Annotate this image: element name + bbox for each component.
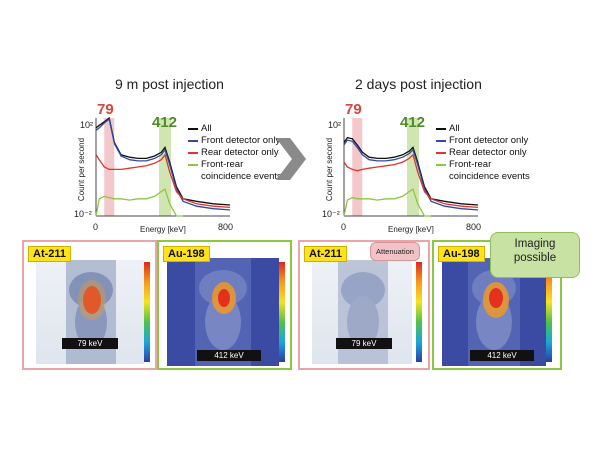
scan-image (312, 260, 412, 364)
image-panel-3: At-211 79 keV (298, 240, 430, 370)
legend-coinc-2: coincidence events (201, 171, 282, 182)
chart-2-legend: All Front detector only Rear detector on… (436, 123, 530, 183)
chart-2-peak-79-label: 79 (345, 101, 362, 118)
legend-all: All (201, 123, 212, 134)
imaging-line-1: Imaging (514, 238, 556, 250)
series-line-2 (95, 153, 231, 209)
colorbar (416, 262, 422, 362)
chart-2-ytick-top: 10² (328, 120, 342, 130)
chart-2-title: 2 days post injection (355, 76, 482, 92)
chart-1-peak-412-label: 412 (152, 114, 178, 131)
legend-front: Front detector only (201, 135, 281, 146)
imaging-line-2: possible (513, 252, 557, 264)
isotope-label: Au-198 (163, 246, 210, 262)
chart-1-peak-79-label: 79 (97, 101, 114, 118)
imaging-possible-callout: Imaging possible (490, 232, 580, 278)
series-line-3 (95, 188, 184, 217)
legend-front-2: Front detector only (449, 135, 529, 146)
legend-rear: Rear detector only (201, 147, 279, 158)
series-line-1 (95, 118, 231, 211)
chart-1-ytick-bottom: 10⁻² (74, 209, 92, 219)
chart-1-title: 9 m post injection (115, 76, 224, 92)
chart-2-xlabel: Energy [keV] (388, 225, 434, 234)
series-line-1 (343, 139, 479, 211)
chart-1-xlabel: Energy [keV] (140, 225, 186, 234)
attenuation-callout: Attenuation (370, 242, 420, 261)
energy-label: 79 keV (336, 338, 392, 349)
energy-label: 79 keV (62, 338, 118, 349)
isotope-label: At-211 (304, 246, 348, 262)
legend-all-2: All (449, 123, 460, 134)
energy-label: 412 keV (470, 350, 534, 361)
chart-1-ylabel: Count per second (77, 137, 87, 202)
scan-image (442, 258, 546, 366)
image-panel-2: Au-198 412 keV (157, 240, 292, 370)
chart-2-ytick-bottom: 10⁻² (322, 209, 340, 219)
chart-2-peak-412-label: 412 (400, 114, 426, 131)
chart-1-xtick-800: 800 (218, 222, 234, 232)
scan-image (167, 258, 279, 366)
isotope-label: At-211 (28, 246, 72, 262)
peak-79-band (352, 118, 363, 216)
chart-1-legend: All Front detector only Rear detector on… (188, 123, 282, 183)
legend-coinc-1-2: Front-rear (449, 159, 492, 170)
chart-2-ylabel: Count per second (325, 137, 335, 202)
series-line-2 (343, 153, 479, 209)
colorbar (144, 262, 150, 362)
peak-79-band (104, 118, 115, 216)
mouse-silhouette-icon (195, 258, 251, 366)
right-arrow-icon (276, 138, 306, 180)
legend-rear-2: Rear detector only (449, 147, 527, 158)
legend-coinc-1: Front-rear (201, 159, 244, 170)
chart-1-ytick-top: 10² (80, 120, 94, 130)
energy-label: 412 keV (197, 350, 261, 361)
series-line-3 (343, 188, 432, 217)
image-panel-1: At-211 79 keV (22, 240, 157, 370)
chart-2-xtick-800: 800 (466, 222, 482, 232)
legend-coinc-2-2: coincidence events (449, 171, 530, 182)
isotope-label: Au-198 (438, 246, 485, 262)
chart-1-xtick-0: 0 (93, 222, 99, 232)
colorbar (279, 262, 285, 362)
chart-2-xtick-0: 0 (341, 222, 347, 232)
colorbar (546, 262, 552, 362)
